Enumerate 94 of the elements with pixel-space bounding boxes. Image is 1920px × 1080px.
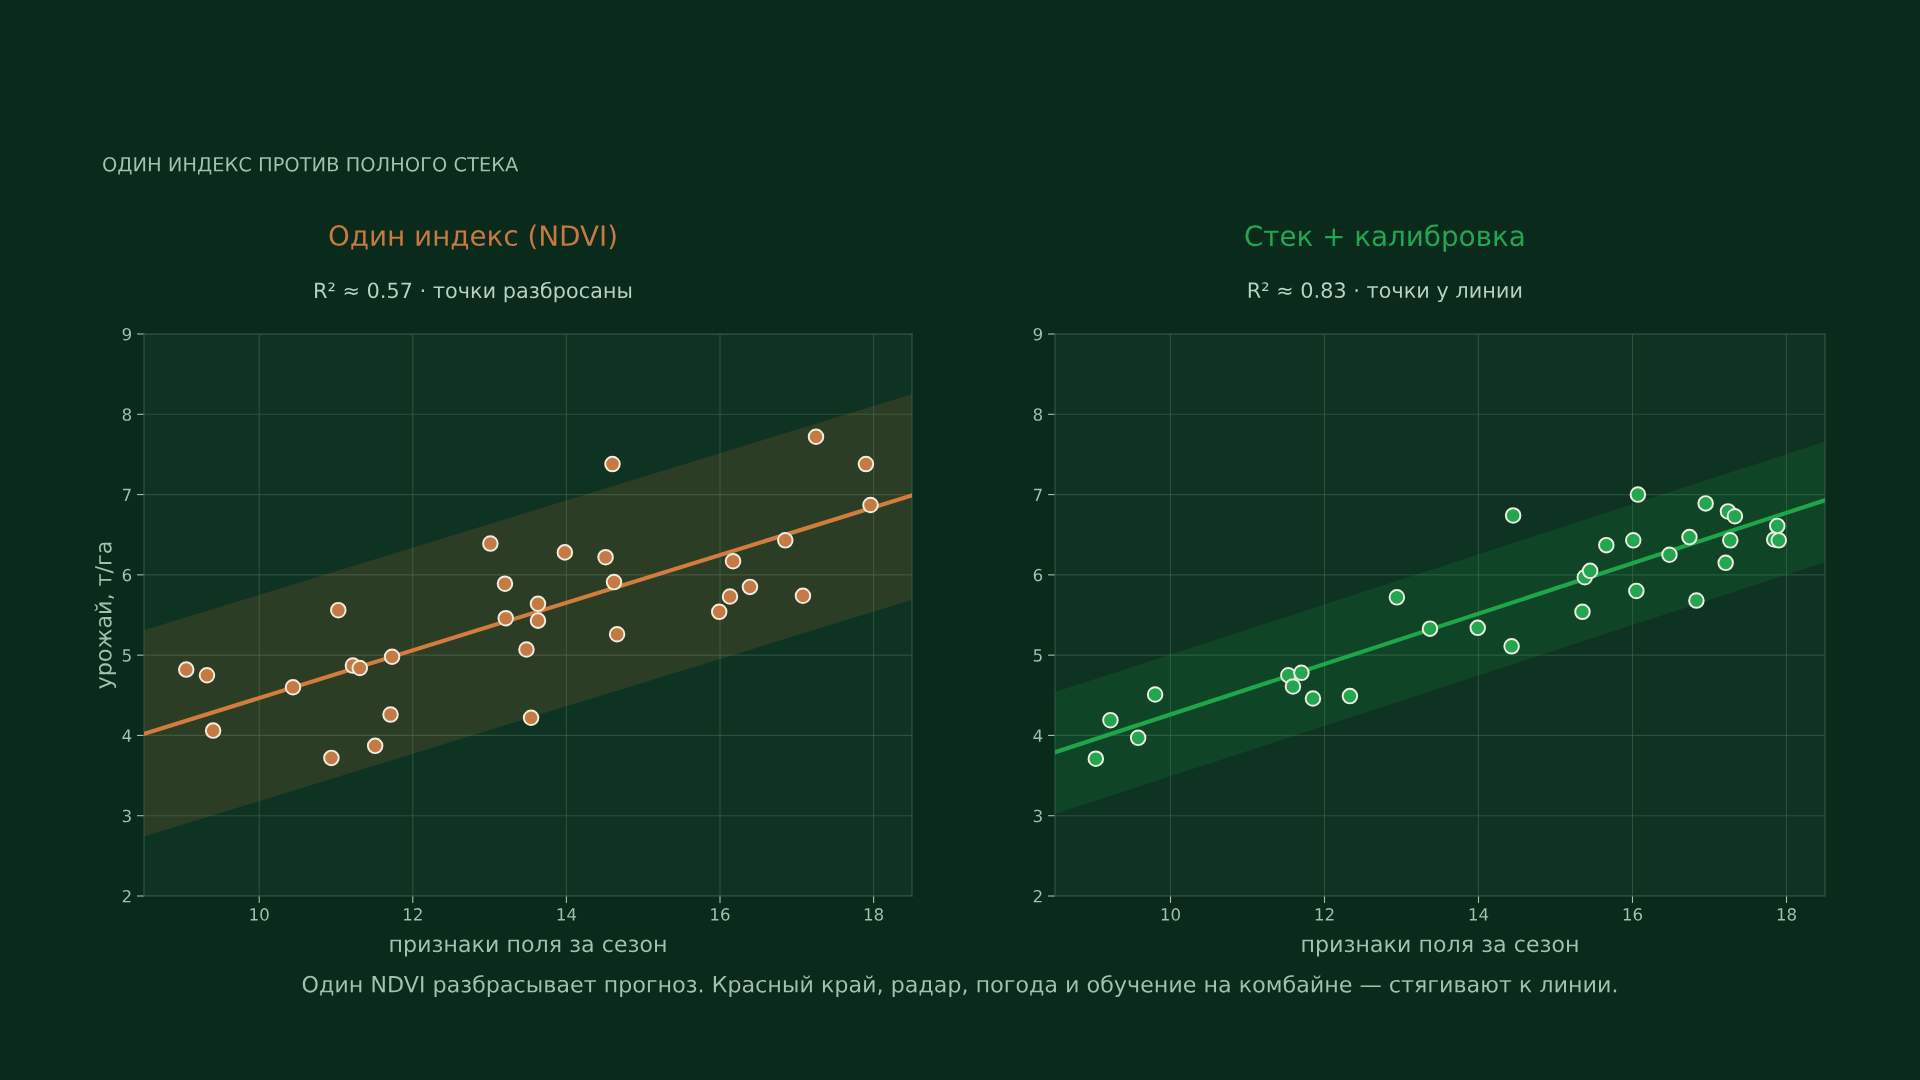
x-tick-label: 14	[1469, 908, 1489, 921]
point	[1726, 508, 1744, 525]
point	[1284, 678, 1302, 695]
point	[284, 679, 302, 696]
point	[177, 661, 195, 678]
point	[383, 648, 401, 665]
y-tick-label: 4	[1033, 729, 1043, 742]
point	[556, 544, 574, 561]
text: Один NDVI разбрасывает прогноз. Красный край, радар, погода и обучение на комбайне — стягивают к линии.	[302, 975, 1617, 997]
point	[1770, 532, 1788, 549]
point	[604, 455, 621, 473]
point	[496, 575, 514, 592]
y-tick-label: 8	[1033, 408, 1043, 421]
point	[1469, 619, 1486, 637]
point	[518, 641, 535, 658]
point	[522, 709, 540, 727]
y-tick-label: 6	[122, 568, 132, 582]
point	[608, 626, 626, 643]
chart-title: Стек + калибровка	[1245, 224, 1524, 252]
point	[862, 496, 879, 514]
point	[1129, 729, 1147, 747]
point	[330, 601, 347, 619]
point	[1697, 495, 1714, 512]
point	[1293, 664, 1310, 682]
y-tick-label: 3	[122, 809, 131, 823]
point	[482, 535, 499, 552]
y-tick-label: 7	[122, 488, 131, 501]
point	[1102, 711, 1119, 729]
y-tick-label: 2	[122, 889, 131, 903]
point	[1717, 554, 1734, 572]
point	[1625, 532, 1642, 549]
x-tick-label: 10	[250, 908, 269, 921]
point	[1722, 532, 1739, 549]
point	[741, 578, 759, 596]
x-axis-title: признаки поля за сезон	[390, 939, 666, 957]
point	[1574, 603, 1591, 621]
point	[807, 428, 825, 446]
y-tick-label: 5	[122, 649, 131, 662]
point	[323, 749, 340, 767]
point	[1341, 687, 1359, 705]
point	[794, 587, 812, 604]
point	[1628, 582, 1645, 600]
chart-subtitle: R² ≈ 0.57 · точки разбросаны	[315, 281, 632, 303]
x-tick-label: 14	[557, 908, 577, 921]
point	[724, 552, 742, 570]
y-tick-label: 9	[122, 327, 132, 341]
point	[1504, 507, 1522, 524]
x-tick-label: 18	[1777, 908, 1796, 921]
point	[605, 573, 623, 591]
point	[1304, 690, 1322, 707]
point	[1688, 592, 1705, 609]
point	[1087, 750, 1105, 767]
x-tick-label: 12	[404, 908, 422, 921]
point	[1146, 686, 1164, 703]
point	[198, 666, 216, 684]
point	[382, 706, 399, 723]
chart-subtitle: R² ≈ 0.83 · точки у линии	[1248, 282, 1522, 303]
point	[1769, 517, 1786, 535]
point	[1681, 528, 1698, 546]
x-tick-label: 16	[1623, 908, 1643, 921]
point	[721, 588, 739, 605]
point	[529, 612, 547, 629]
y-tick-label: 2	[1033, 889, 1042, 903]
point	[1629, 486, 1647, 503]
point	[597, 548, 614, 566]
point	[857, 455, 875, 473]
point	[1581, 562, 1599, 580]
point	[777, 532, 794, 549]
y-tick-label: 3	[1033, 809, 1042, 823]
point	[1388, 589, 1406, 606]
text: ОДИН ИНДЕКС ПРОТИВ ПОЛНОГО СТЕКА	[103, 156, 519, 175]
y-tick-label: 7	[1033, 488, 1042, 501]
y-tick-label: 5	[1033, 649, 1042, 662]
x-tick-label: 16	[711, 908, 730, 921]
point	[1421, 620, 1439, 637]
chart-title: Один индекс (NDVI)	[329, 224, 616, 250]
y-axis-title: урожай, т/га	[94, 542, 117, 689]
y-tick-label: 8	[122, 408, 132, 421]
y-tick-label: 9	[1033, 327, 1043, 341]
point	[497, 609, 514, 627]
x-tick-label: 18	[864, 908, 884, 921]
point	[1661, 546, 1678, 564]
point	[710, 603, 728, 621]
point	[351, 659, 369, 677]
x-tick-label: 12	[1315, 908, 1334, 921]
point	[1598, 536, 1615, 554]
point	[366, 737, 384, 755]
y-tick-label: 4	[122, 729, 132, 742]
y-tick-label: 6	[1033, 568, 1043, 582]
point	[204, 722, 222, 739]
point	[1503, 638, 1520, 655]
x-tick-label: 10	[1161, 908, 1180, 921]
x-axis-title: признаки поля за сезон	[1302, 939, 1578, 957]
point	[529, 595, 547, 613]
